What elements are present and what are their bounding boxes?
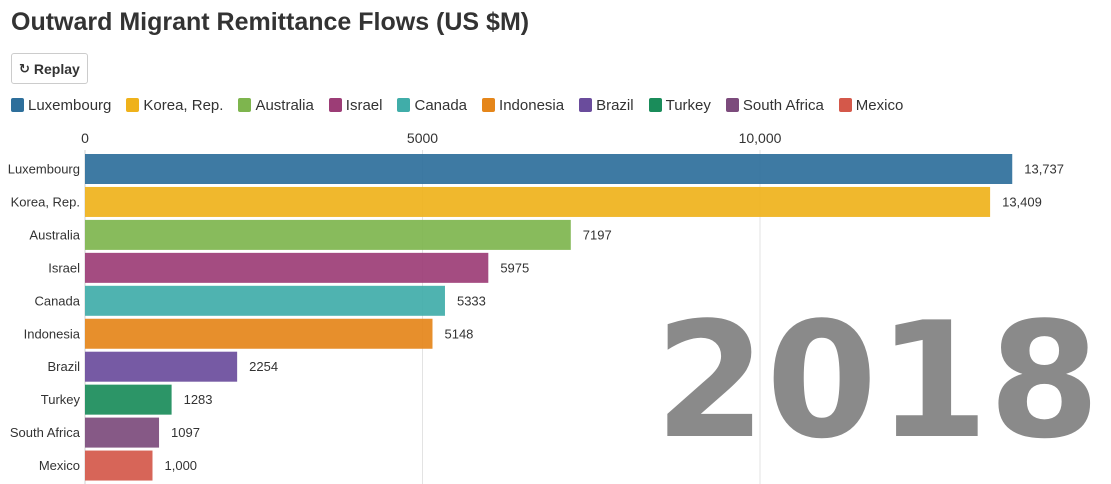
category-label: Mexico — [39, 458, 80, 473]
legend-swatch — [838, 98, 852, 112]
value-label: 13,737 — [1024, 162, 1064, 177]
value-label: 1097 — [171, 425, 200, 440]
year-label: 2018 — [655, 287, 1100, 474]
legend-swatch — [579, 98, 593, 112]
legend-item: South Africa — [725, 96, 824, 114]
bar — [85, 252, 489, 283]
legend-label: Mexico — [855, 96, 904, 114]
x-tick-label: 5000 — [407, 130, 438, 146]
category-label: Indonesia — [24, 326, 81, 341]
category-label: Israel — [48, 260, 80, 275]
x-tick-label: 10,000 — [739, 130, 782, 146]
bar — [85, 450, 153, 481]
legend-label: Korea, Rep. — [143, 96, 224, 114]
legend-swatch — [126, 98, 140, 112]
legend-swatch — [482, 98, 496, 112]
category-label: Korea, Rep. — [11, 194, 80, 209]
legend-item: Brazil — [579, 97, 634, 114]
bar — [85, 154, 1013, 184]
legend-label: Luxembourg — [28, 96, 112, 114]
value-label: 5333 — [457, 293, 486, 308]
legend-label: Indonesia — [499, 96, 565, 114]
legend-swatch — [238, 98, 252, 112]
value-label: 2254 — [249, 359, 278, 374]
category-label: Canada — [34, 293, 80, 308]
category-label: Turkey — [41, 392, 81, 407]
legend-item: Luxembourg — [11, 97, 111, 114]
legend-item: Israel — [328, 96, 383, 114]
bar — [85, 351, 238, 382]
category-label: Luxembourg — [8, 162, 80, 177]
value-label: 13,409 — [1002, 194, 1042, 209]
legend-item: Korea, Rep. — [126, 97, 223, 114]
replay-button[interactable]: ↻ Replay — [11, 53, 88, 84]
chart-title: Outward Migrant Remittance Flows (US $M) — [11, 8, 530, 36]
x-tick-label: 0 — [81, 130, 89, 146]
legend-label: Australia — [255, 96, 314, 114]
value-label: 5148 — [444, 326, 473, 341]
legend-swatch — [328, 98, 342, 112]
replay-label: Replay — [33, 60, 80, 77]
category-label: Australia — [29, 227, 80, 242]
legend-item: Indonesia — [482, 97, 564, 114]
bar — [85, 318, 433, 349]
legend-swatch — [397, 98, 411, 112]
legend-item: Mexico — [838, 96, 904, 114]
legend-label: Israel — [345, 96, 383, 114]
value-label: 1,000 — [165, 458, 198, 473]
legend-label: South Africa — [742, 96, 824, 114]
legend: Luxembourg Korea, Rep. Australia Israel Cana… — [11, 95, 918, 115]
legend-item: Australia — [238, 96, 314, 114]
legend-item: Turkey — [648, 96, 711, 114]
legend-label: Turkey — [665, 96, 711, 114]
legend-label: Canada — [414, 96, 468, 114]
value-label: 7197 — [583, 227, 612, 242]
legend-swatch — [725, 98, 739, 112]
legend-swatch — [11, 98, 24, 112]
bar — [85, 384, 172, 415]
legend-swatch — [648, 98, 662, 112]
bar — [85, 285, 445, 316]
category-label: South Africa — [10, 425, 81, 440]
category-label: Brazil — [47, 359, 80, 374]
legend-item: Canada — [397, 97, 467, 114]
value-label: 5975 — [500, 260, 529, 275]
bar — [85, 186, 991, 217]
bar — [85, 219, 571, 250]
replay-icon: ↻ — [19, 61, 30, 76]
legend-label: Brazil — [596, 96, 634, 114]
value-label: 1283 — [184, 392, 213, 407]
bar — [85, 417, 160, 448]
